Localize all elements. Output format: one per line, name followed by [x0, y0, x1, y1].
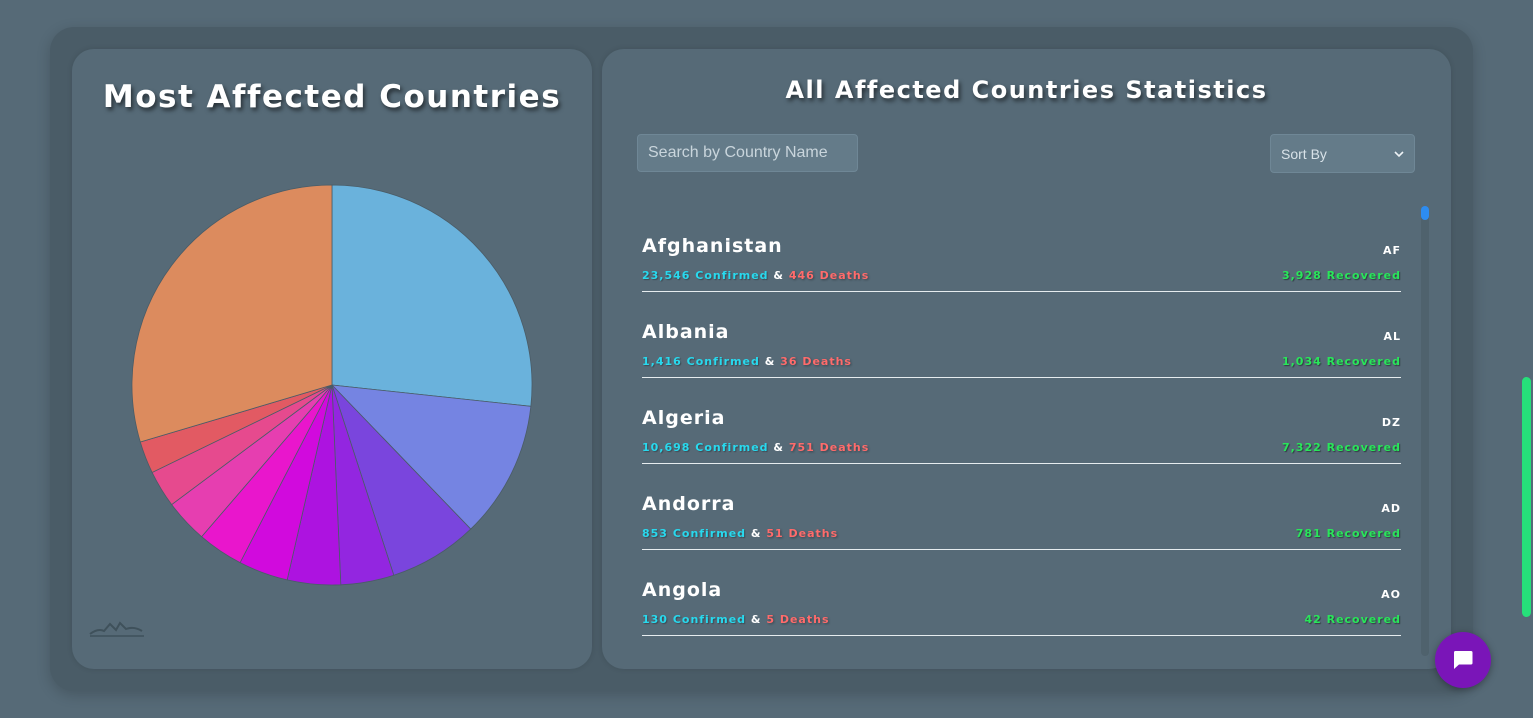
- connector: &: [764, 355, 776, 368]
- search-input[interactable]: [637, 134, 858, 172]
- recovered-stat: 781 Recovered: [1296, 527, 1401, 540]
- page-scrollbar-thumb[interactable]: [1522, 377, 1531, 617]
- deaths-count: 5: [766, 613, 775, 626]
- row-divider: [642, 377, 1401, 378]
- country-name: Afghanistan: [642, 235, 783, 257]
- row-divider: [642, 635, 1401, 636]
- country-name: Andorra: [642, 493, 736, 515]
- country-stats: 130 Confirmed & 5 Deaths: [642, 613, 830, 626]
- country-row[interactable]: Algeria DZ 10,698 Confirmed & 751 Deaths 7,…: [642, 407, 1401, 493]
- country-row[interactable]: Angola AO 130 Confirmed & 5 Deaths 42 Recov…: [642, 579, 1401, 665]
- row-divider: [642, 549, 1401, 550]
- all-countries-card: All Affected Countries Statistics Sort B…: [602, 49, 1451, 669]
- recovered-stat: 3,928 Recovered: [1282, 269, 1401, 282]
- confirmed-label: Confirmed: [695, 269, 769, 282]
- country-row[interactable]: Afghanistan AF 23,546 Confirmed & 446 Deat…: [642, 235, 1401, 321]
- country-stats: 10,698 Confirmed & 751 Deaths: [642, 441, 869, 454]
- country-code: DZ: [1381, 416, 1401, 429]
- recovered-stat: 42 Recovered: [1304, 613, 1401, 626]
- confirmed-count: 853: [642, 527, 668, 540]
- pie-slice[interactable]: [330, 384, 532, 530]
- country-stats: 1,416 Confirmed & 36 Deaths: [642, 355, 852, 368]
- most-affected-title: Most Affected Countries: [102, 79, 562, 115]
- connector: &: [773, 441, 784, 454]
- country-code: AL: [1383, 330, 1401, 343]
- deaths-label: Deaths: [819, 269, 870, 282]
- recovered-label: Recovered: [1326, 441, 1401, 454]
- country-code: AD: [1381, 502, 1401, 515]
- confirmed-label: Confirmed: [695, 441, 769, 454]
- confirmed-count: 130: [642, 613, 668, 626]
- deaths-count: 36: [780, 355, 798, 368]
- sort-select-value: Sort By: [1281, 145, 1327, 162]
- recovered-stat: 1,034 Recovered: [1282, 355, 1401, 368]
- country-stats: 23,546 Confirmed & 446 Deaths: [642, 269, 869, 282]
- confirmed-label: Confirmed: [672, 613, 747, 626]
- country-name: Algeria: [642, 407, 726, 429]
- row-divider: [642, 463, 1401, 464]
- recovered-label: Recovered: [1326, 269, 1401, 282]
- pie-slice[interactable]: [131, 184, 333, 443]
- sort-select[interactable]: Sort By: [1270, 134, 1415, 173]
- deaths-label: Deaths: [802, 355, 852, 368]
- country-code: AF: [1382, 244, 1401, 257]
- confirmed-count: 23,546: [642, 269, 691, 282]
- row-divider: [642, 291, 1401, 292]
- deaths-count: 51: [766, 527, 784, 540]
- recovered-count: 7,322: [1281, 441, 1322, 454]
- country-code: AO: [1381, 588, 1401, 601]
- recovered-label: Recovered: [1326, 355, 1401, 368]
- dashboard-container: Most Affected Countries All Affected Cou…: [50, 27, 1473, 691]
- confirmed-count: 1,416: [642, 355, 682, 368]
- chat-bubble-icon: [1453, 651, 1473, 669]
- country-name: Albania: [642, 321, 730, 343]
- confirmed-count: 10,698: [642, 441, 691, 454]
- deaths-count: 751: [788, 441, 815, 454]
- chevron-down-icon: [1394, 150, 1404, 157]
- confirmed-label: Confirmed: [672, 527, 747, 540]
- all-countries-title: All Affected Countries Statistics: [785, 76, 1268, 104]
- country-list[interactable]: Afghanistan AF 23,546 Confirmed & 446 Deat…: [642, 235, 1401, 665]
- connector: &: [750, 613, 762, 626]
- recovered-count: 1,034: [1281, 355, 1322, 368]
- country-row[interactable]: Albania AL 1,416 Confirmed & 36 Deaths 1,03…: [642, 321, 1401, 407]
- country-name: Angola: [642, 579, 723, 601]
- most-affected-card: Most Affected Countries: [72, 49, 592, 669]
- deaths-label: Deaths: [819, 441, 870, 454]
- country-row[interactable]: Andorra AD 853 Confirmed & 51 Deaths 781 Re…: [642, 493, 1401, 579]
- recovered-count: 42: [1304, 613, 1322, 626]
- chat-button[interactable]: [1435, 632, 1491, 688]
- deaths-label: Deaths: [788, 527, 839, 540]
- list-scrollbar-thumb[interactable]: [1421, 206, 1429, 220]
- pie-chart: [131, 184, 533, 586]
- recovered-label: Recovered: [1326, 527, 1401, 540]
- confirmed-label: Confirmed: [686, 355, 760, 368]
- recovered-count: 781: [1295, 527, 1322, 540]
- recovered-label: Recovered: [1326, 613, 1401, 626]
- recovered-count: 3,928: [1281, 269, 1322, 282]
- deaths-count: 446: [788, 269, 815, 282]
- pie-slice[interactable]: [331, 184, 533, 407]
- deaths-label: Deaths: [779, 613, 830, 626]
- country-stats: 853 Confirmed & 51 Deaths: [642, 527, 838, 540]
- connector: &: [773, 269, 784, 282]
- recovered-stat: 7,322 Recovered: [1282, 441, 1401, 454]
- logo-icon: [89, 621, 144, 637]
- connector: &: [750, 527, 762, 540]
- list-scrollbar[interactable]: [1421, 206, 1429, 656]
